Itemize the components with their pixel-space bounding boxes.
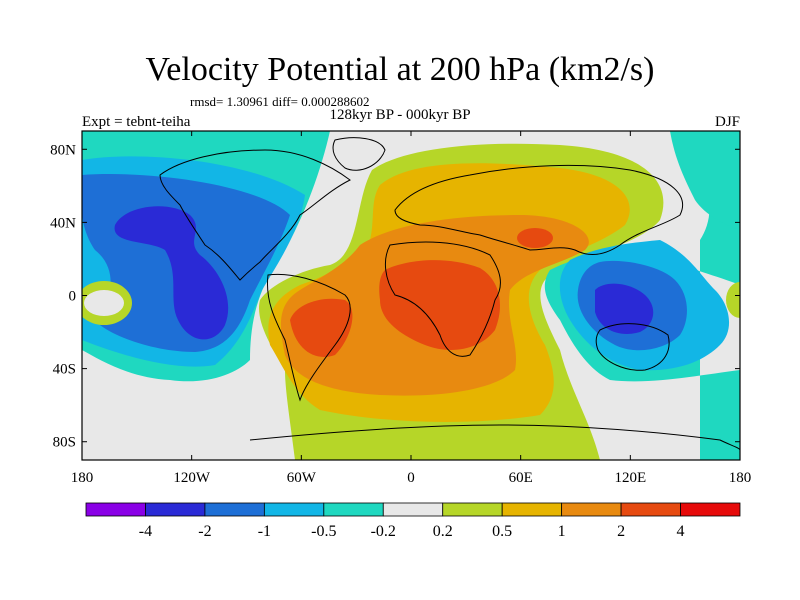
period-label: 128kyr BP - 000kyr BP xyxy=(329,107,471,123)
x-tick-label: 120W xyxy=(173,470,211,486)
colorbar-label: -2 xyxy=(198,523,211,540)
contour-arabia-pos2 xyxy=(517,228,553,248)
plot-title: Velocity Potential at 200 hPa (km2/s) xyxy=(145,51,655,88)
velocity-potential-field xyxy=(82,131,740,460)
y-tick-label: 80S xyxy=(53,435,76,451)
colorbar-label: -0.5 xyxy=(311,523,336,540)
colorbar-swatch xyxy=(620,502,681,517)
contour-indian-neg2 xyxy=(595,283,654,334)
colorbar-label: 1 xyxy=(558,523,566,540)
colorbar-swatch xyxy=(561,502,622,517)
y-tick-label: 40N xyxy=(50,215,76,231)
y-tick-label: 80N xyxy=(50,142,76,158)
stats-text: rmsd= 1.30961 diff= 0.000288602 xyxy=(190,94,370,109)
contour-west-pos05 xyxy=(84,290,124,316)
colorbar-swatch xyxy=(442,502,503,517)
coastlines xyxy=(159,137,740,451)
x-tick-label: 60W xyxy=(287,470,317,486)
colorbar-label: -0.2 xyxy=(371,523,396,540)
season-label: DJF xyxy=(714,114,740,130)
coast-north-america xyxy=(159,149,351,281)
colorbar-label: 4 xyxy=(677,523,685,540)
contour-africa-pos2 xyxy=(379,260,500,350)
colorbar-swatch xyxy=(145,502,206,517)
colorbar: -4 -2 -1 -0.5 -0.2 0.2 0.5 1 2 4 xyxy=(85,502,741,540)
contour-east-pos02 xyxy=(726,282,740,318)
colorbar-label: 0.5 xyxy=(492,523,512,540)
y-tick-label: 0 xyxy=(69,289,77,305)
coast-europe-asia xyxy=(394,164,683,256)
colorbar-swatch xyxy=(680,502,741,517)
colorbar-swatch xyxy=(382,502,444,517)
colorbar-swatch xyxy=(85,502,146,517)
coast-antarctica xyxy=(249,424,740,451)
x-tick-label: 0 xyxy=(407,470,415,486)
experiment-label: Expt = tebnt-teiha xyxy=(82,114,191,130)
coast-south-america xyxy=(266,273,351,402)
colorbar-swatch xyxy=(323,502,384,517)
y-tick-label: 40S xyxy=(53,362,76,378)
colorbar-label: 2 xyxy=(617,523,625,540)
colorbar-swatch xyxy=(501,502,563,517)
axis-ticks: 180 120W 60W 0 60E 120E 180 80N 40N 0 40S 80S xyxy=(50,131,751,486)
coast-greenland xyxy=(332,137,386,171)
colorbar-label: -4 xyxy=(139,523,152,540)
contour-pacific-neg2 xyxy=(114,206,229,340)
coast-australia xyxy=(595,323,670,371)
x-tick-label: 120E xyxy=(614,470,646,486)
x-tick-label: 180 xyxy=(71,470,94,486)
contour-nepacific-neg02 xyxy=(670,131,740,230)
coast-africa xyxy=(384,241,501,357)
colorbar-swatch xyxy=(263,502,325,517)
colorbar-label: -1 xyxy=(258,523,271,540)
colorbar-swatch xyxy=(204,502,265,517)
colorbar-label: 0.2 xyxy=(433,523,453,540)
x-tick-label: 60E xyxy=(509,470,533,486)
x-tick-label: 180 xyxy=(729,470,752,486)
